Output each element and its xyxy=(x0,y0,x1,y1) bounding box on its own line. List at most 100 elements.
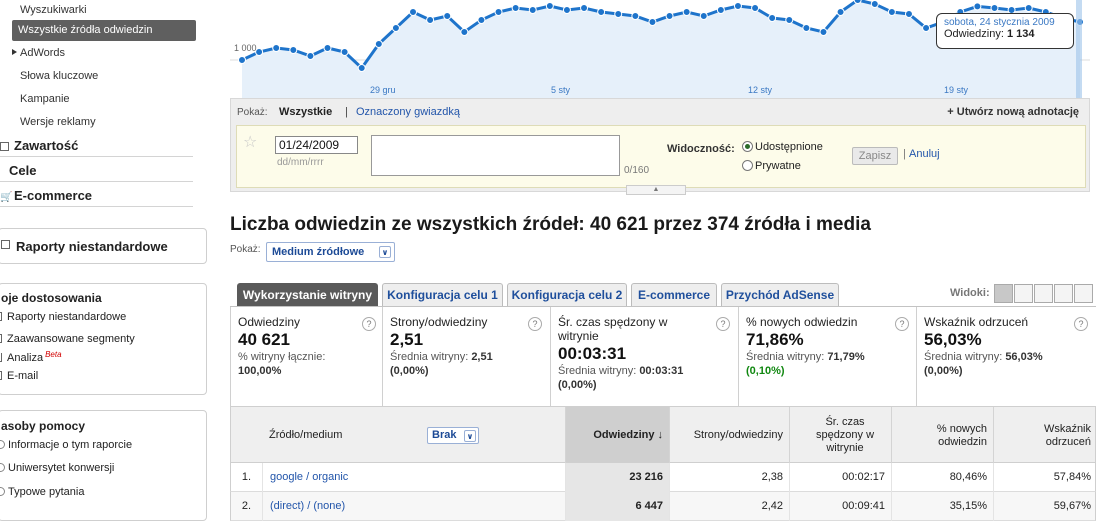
help-conversion-university[interactable]: Uniwersytet konwersji xyxy=(0,462,114,474)
chart-tooltip: sobota, 24 stycznia 2009 Odwiedziny: 1 1… xyxy=(936,13,1074,49)
y-axis-label: 1 000 xyxy=(234,43,257,53)
help-icon[interactable]: ? xyxy=(716,317,730,331)
pie-view-icon[interactable] xyxy=(1014,284,1033,303)
sidebar-item-campaigns[interactable]: Kampanie xyxy=(20,93,70,105)
row-new-visits: 35,15% xyxy=(891,492,993,521)
bar-view-icon[interactable] xyxy=(1034,284,1053,303)
comparison-view-icon[interactable] xyxy=(1054,284,1073,303)
table-view-icon[interactable] xyxy=(994,284,1013,303)
section-label: E-commerce xyxy=(14,188,93,203)
table-row: 1. google / organic 23 216 2,38 00:02:17… xyxy=(230,463,1096,492)
metric-sub-avg: 56,03% xyxy=(1005,351,1043,363)
collapse-handle[interactable]: ▲ xyxy=(626,185,686,195)
row-time: 00:09:41 xyxy=(789,492,891,521)
dimension-select[interactable]: Medium źródłowe ∨ xyxy=(266,242,395,262)
tab-goal-set-1[interactable]: Konfiguracja celu 1 xyxy=(382,283,503,307)
help-icon[interactable]: ? xyxy=(362,317,376,331)
chart-point xyxy=(374,40,383,48)
annotation-filter-all[interactable]: Wszystkie xyxy=(279,106,333,118)
chart-point xyxy=(323,44,332,52)
help-icon[interactable]: ? xyxy=(1074,317,1088,331)
section-label: Zawartość xyxy=(14,138,79,153)
metric-value: 2,51 xyxy=(390,330,424,349)
item-label: Typowe pytania xyxy=(8,486,85,498)
chart-point xyxy=(631,12,640,20)
sidebar-item-ad-versions[interactable]: Wersje reklamy xyxy=(20,116,96,128)
source-link[interactable]: google / organic xyxy=(270,471,349,483)
metric-title: Wskaźnik odrzuceń xyxy=(924,315,1029,329)
sidebar-section-content[interactable]: Zawartość xyxy=(0,138,193,157)
help-faq[interactable]: Typowe pytania xyxy=(0,486,84,498)
metric-sub-change: (0,00%) xyxy=(390,365,429,377)
source-link[interactable]: (direct) / (none) xyxy=(270,500,346,512)
tab-site-usage[interactable]: Wykorzystanie witryny xyxy=(237,283,378,307)
chart-svg xyxy=(230,0,1090,98)
help-icon[interactable]: ? xyxy=(895,317,909,331)
item-label: E-mail xyxy=(7,370,39,382)
metrics-summary: Odwiedziny 40 621 % witryny łącznie: 100… xyxy=(230,307,1096,406)
tab-goal-set-2[interactable]: Konfiguracja celu 2 xyxy=(507,283,627,307)
metric-sub-avg: 2,51 xyxy=(471,351,493,363)
chart-point xyxy=(648,18,657,26)
chart-point xyxy=(289,46,298,54)
column-header-visits[interactable]: Odwiedziny ↓ xyxy=(565,407,669,464)
sidebar-section-goals[interactable]: Cele xyxy=(0,163,193,182)
chart-point xyxy=(238,56,246,64)
annotation-text-input[interactable] xyxy=(371,135,620,176)
sidebar-section-ecommerce[interactable]: 🛒 E-commerce xyxy=(0,188,193,207)
visits-chart[interactable]: 1 000 29 gru 5 sty 12 sty 19 sty sobota,… xyxy=(230,0,1090,98)
secondary-dimension-select[interactable]: Brak ∨ xyxy=(427,427,479,444)
chart-point xyxy=(391,24,400,32)
tab-ecommerce[interactable]: E-commerce xyxy=(631,283,717,307)
pivot-view-icon[interactable] xyxy=(1074,284,1093,303)
metric-title: Śr. czas spędzony w witrynie xyxy=(558,315,668,343)
analysis-item[interactable]: Analiza Beta xyxy=(0,350,62,364)
column-header-pages[interactable]: Strony/odwiedziny xyxy=(669,407,789,464)
column-header-bounce[interactable]: Wskaźnik odrzuceń xyxy=(993,407,1097,464)
row-index: 2. xyxy=(241,500,252,512)
section-label: Cele xyxy=(9,163,37,178)
column-header-new-visits[interactable]: % nowych odwiedzin xyxy=(891,407,993,464)
sidebar-item-all-sources[interactable]: Wszystkie źródła odwiedzin xyxy=(12,20,196,41)
advanced-segments-item[interactable]: Zaawansowane segmenty xyxy=(0,333,135,345)
save-button[interactable]: Zapisz xyxy=(852,147,898,165)
sidebar-item-keywords[interactable]: Słowa kluczowe xyxy=(20,70,99,82)
sidebar-item-adwords[interactable]: AdWords xyxy=(12,47,65,59)
row-index: 1. xyxy=(241,471,252,483)
sidebar-item-search-engines[interactable]: Wyszukiwarki xyxy=(20,4,87,16)
chart-point xyxy=(409,8,418,16)
help-about-report[interactable]: Informacje o tym raporcie xyxy=(0,439,132,451)
row-source-link[interactable]: google / organic xyxy=(262,463,565,492)
visibility-shared-radio[interactable]: Udostępnione xyxy=(742,141,823,153)
date-format-hint: dd/mm/rrrr xyxy=(277,157,324,168)
help-resources-title: asoby pomocy xyxy=(1,419,86,433)
report-icon xyxy=(0,312,2,321)
radio-icon xyxy=(742,160,753,171)
x-axis-label: 12 sty xyxy=(748,85,773,95)
tab-divider xyxy=(230,306,1096,307)
annotation-date-input[interactable] xyxy=(275,136,358,154)
email-item[interactable]: E-mail xyxy=(0,370,38,382)
custom-reports-item[interactable]: Raporty niestandardowe xyxy=(0,311,126,323)
row-source-link[interactable]: (direct) / (none) xyxy=(262,492,565,521)
star-icon[interactable]: ☆ xyxy=(243,134,258,151)
chevron-down-icon: ∨ xyxy=(464,430,476,442)
metric-sub: % witryny łącznie: xyxy=(238,351,326,363)
metric-sub: Średnia witryny: 00:03:31 xyxy=(558,364,731,378)
metric-new-visits: % nowych odwiedzin 71,86% Średnia witryn… xyxy=(739,307,917,406)
column-header-time[interactable]: Śr. czas spędzony w witrynie xyxy=(789,407,891,464)
custom-reports-box[interactable]: Raporty niestandardowe xyxy=(0,228,207,264)
help-icon[interactable]: ? xyxy=(528,317,542,331)
row-pages: 2,38 xyxy=(669,463,789,492)
tab-adsense-revenue[interactable]: Przychód AdSense xyxy=(721,283,839,307)
segment-icon xyxy=(0,334,2,343)
column-header-source[interactable]: Źródło/medium xyxy=(231,407,565,464)
expand-triangle-icon[interactable] xyxy=(12,49,17,55)
cancel-link[interactable]: Anuluj xyxy=(909,148,940,160)
custom-reports-link[interactable]: Raporty niestandardowe xyxy=(16,239,168,254)
metric-sub-change: (0,00%) xyxy=(558,379,597,391)
annotation-filter-starred[interactable]: Oznaczony gwiazdką xyxy=(356,106,460,118)
annotation-panel: Pokaż: Wszystkie | Oznaczony gwiazdką + … xyxy=(230,98,1090,195)
visibility-private-radio[interactable]: Prywatne xyxy=(742,160,801,172)
create-annotation-link[interactable]: + Utwórz nową adnotację xyxy=(947,106,1079,118)
